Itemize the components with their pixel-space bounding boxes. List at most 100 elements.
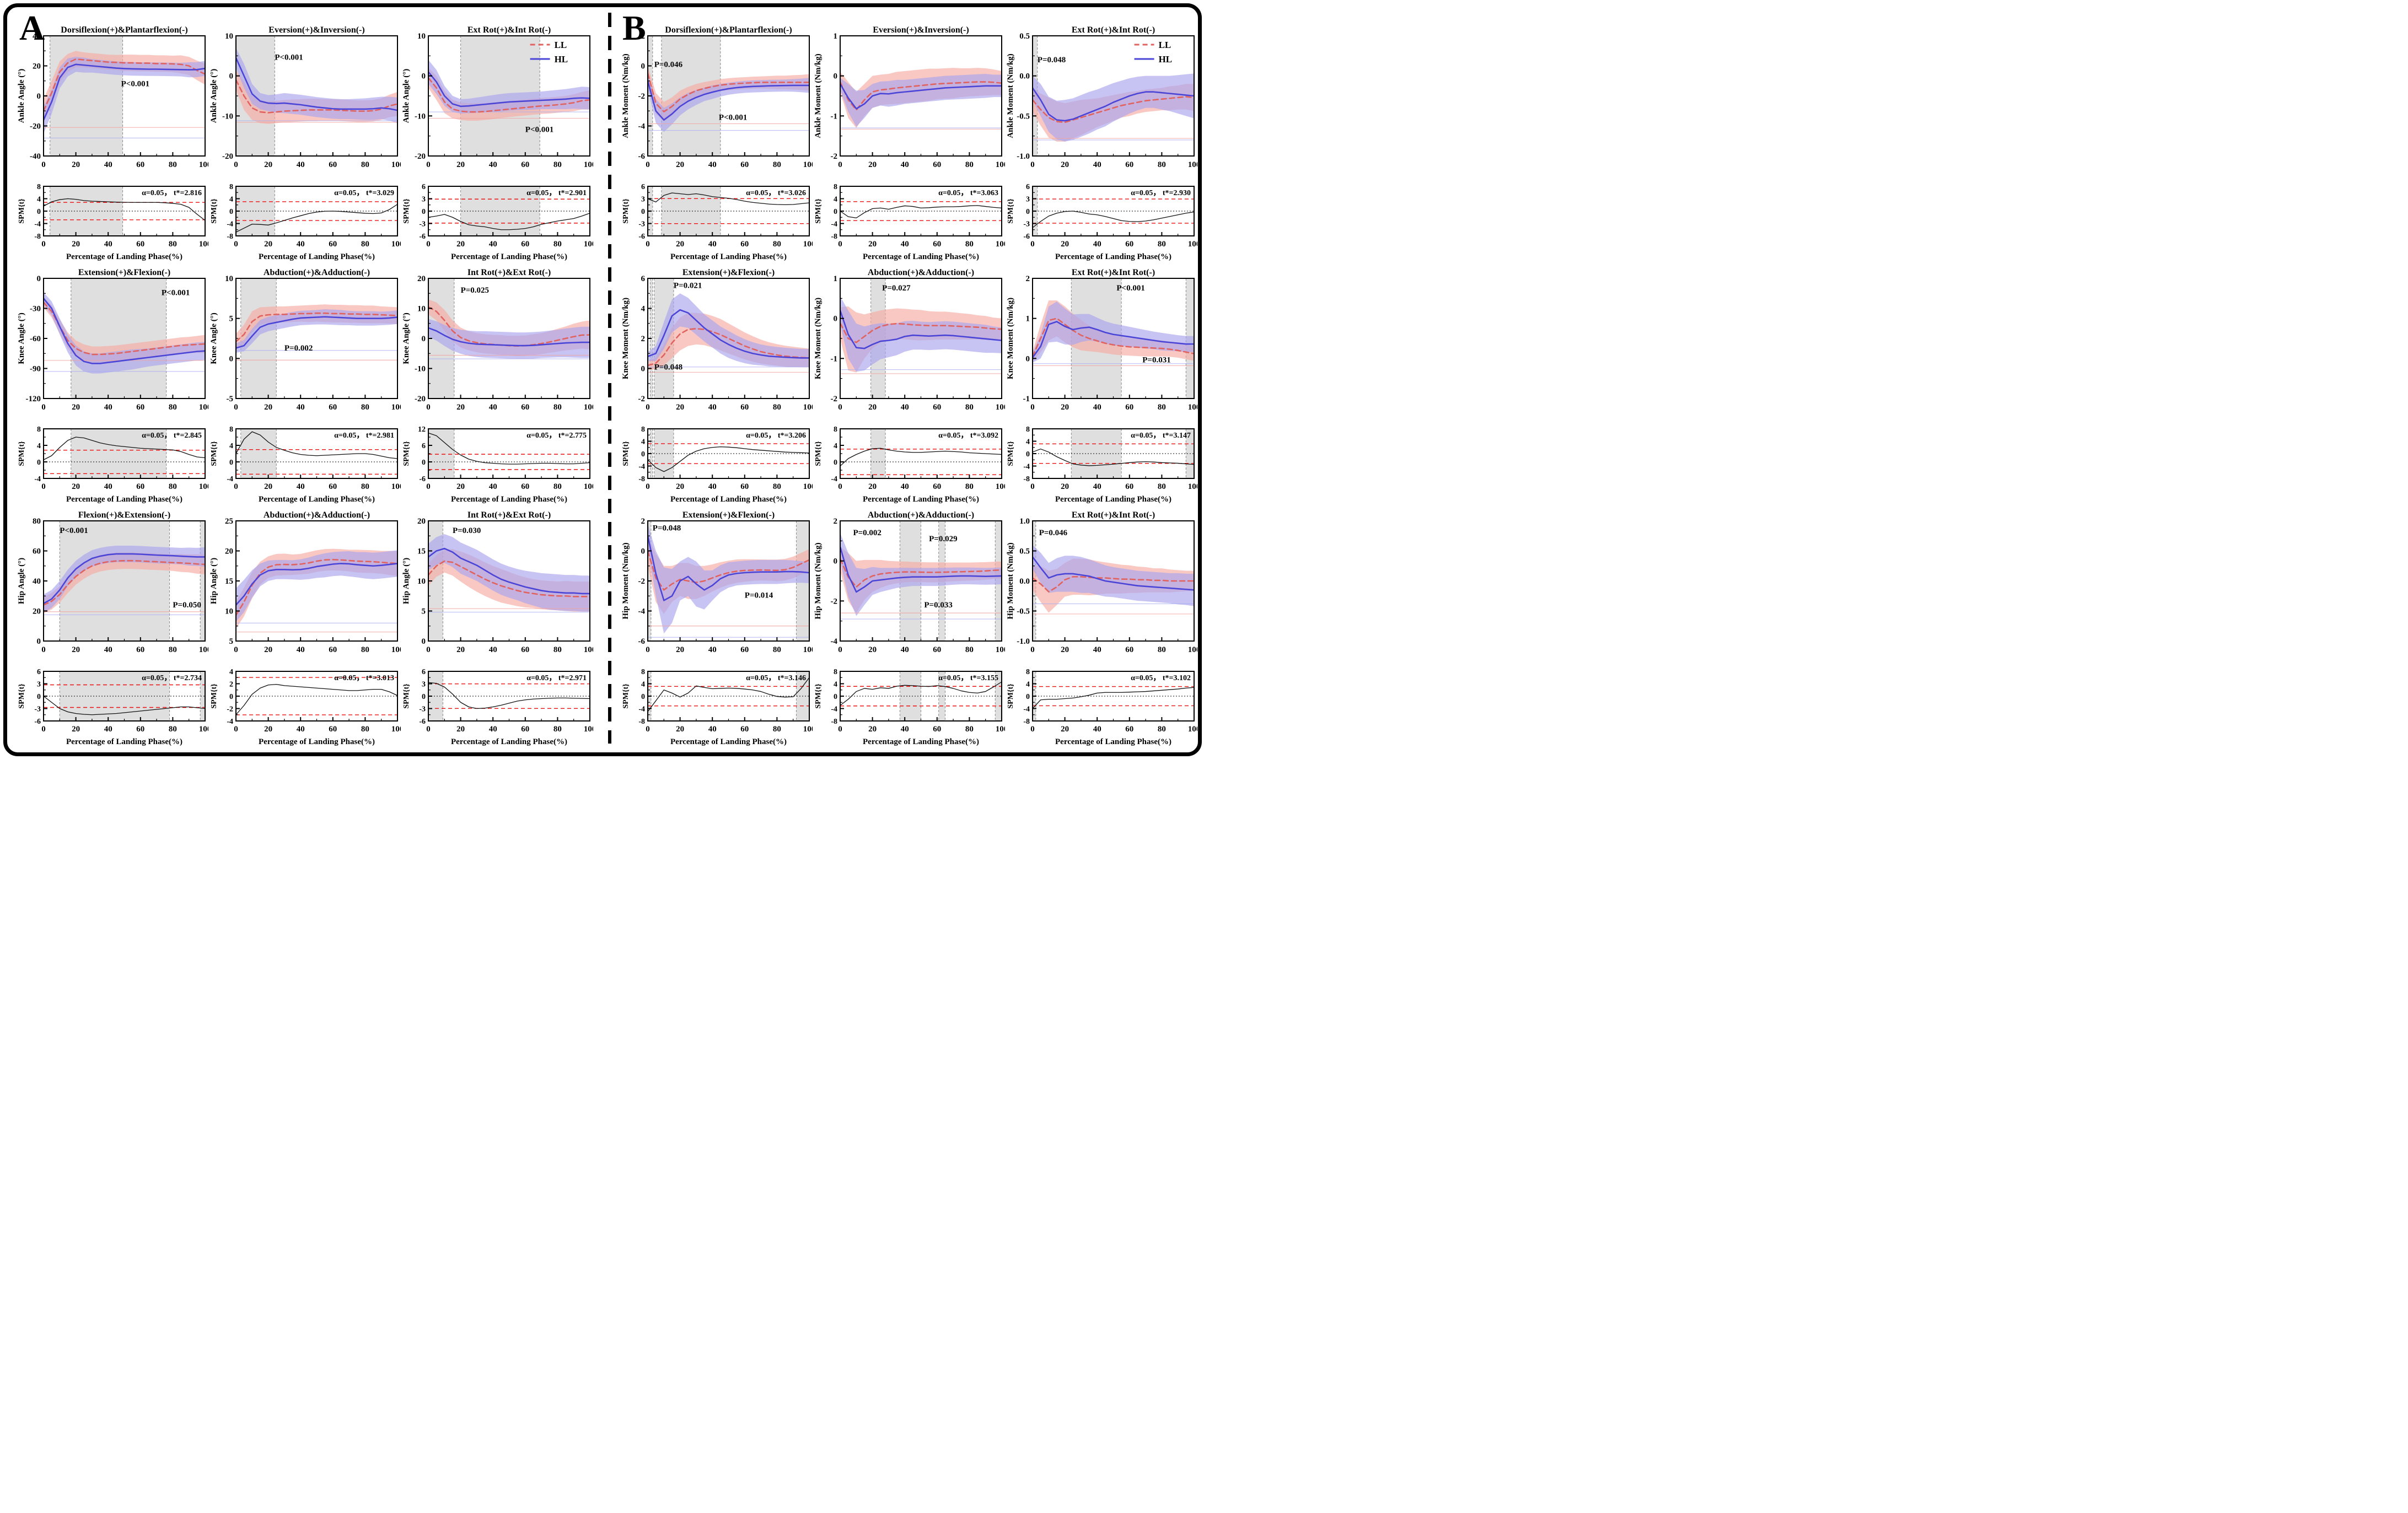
spm-y-axis-label: SPM{t} [622,198,630,224]
x-tick-label: 40 [708,403,717,412]
plot-title: Flexion(+)&Extension(-) [78,510,170,520]
y-tick-label: -20 [415,395,426,403]
x-tick-label: 60 [1125,240,1133,249]
main-chart: Abduction(+)&Adduction(-) Hip Moment (Nm/… [814,510,1008,654]
x-tick-label: 0 [41,240,46,249]
x-tick-label: 60 [933,160,941,169]
x-tick-label: 40 [708,482,717,491]
spm-y-axis-label: SPM{t} [402,683,411,709]
y-axis-label: Knee Moment (Nm/kg) [1006,298,1015,379]
x-tick-label: 60 [521,645,529,654]
significance-zone [240,429,277,478]
y-axis-label: Ankle Angle (°) [17,69,26,123]
x-axis-label: Percentage of Landing Phase(%) [670,737,787,746]
y-tick-label: -2 [638,577,646,586]
y-tick-label: 0 [641,450,645,459]
y-tick-label: -1 [831,354,838,363]
x-tick-label: 80 [169,240,177,249]
figure-frame: A B Dorsiflexion(+)&Plantarflexion(-) Ank… [3,3,1202,756]
x-tick-label: 100 [1188,645,1197,654]
alpha-threshold-label: α=0.05， t*=2.930 [1131,189,1191,197]
x-tick-label: 40 [104,645,112,654]
spm-y-axis-label: SPM{t} [18,683,26,709]
x-tick-label: 40 [901,482,909,491]
x-tick-label: 60 [933,645,941,654]
y-tick-label: 6 [641,184,645,191]
y-tick-label: -4 [227,220,233,229]
y-tick-label: -5 [227,395,234,403]
y-tick-label: 0 [834,459,837,467]
x-tick-label: 0 [646,645,650,654]
hl-curve [44,63,205,121]
y-tick-label: 8 [229,184,233,191]
plot-title: Ext Rot(+)&Int Rot(-) [1072,510,1155,520]
y-tick-label: 40 [33,32,41,41]
x-tick-label: 80 [169,482,177,491]
y-tick-label: 0 [1026,693,1030,701]
y-tick-label: 0 [834,208,837,216]
x-tick-label: 100 [996,482,1005,491]
x-tick-label: 20 [676,482,684,491]
x-tick-label: 40 [104,240,112,249]
spm-chart: SPM{t}α=0.05， t*=3.029020406080100840-4-… [210,183,404,261]
y-axis-label: Hip Angle (°) [209,558,218,604]
x-tick-label: 40 [1093,240,1101,249]
legend-ll-label: LL [555,40,567,50]
x-tick-label: 20 [676,403,684,412]
ll-curve [44,559,205,606]
x-tick-label: 40 [489,160,497,169]
main-chart: Ext Rot(+)&Int Rot(-) Ankle Angle (°) P<0.… [402,25,596,169]
x-tick-label: 100 [391,725,401,734]
spm-curve [43,437,206,460]
panel-divider [608,13,611,744]
alpha-threshold-label: α=0.05， t*=3.029 [334,189,394,197]
y-tick-label: 0 [37,693,41,701]
p-value-annotation: P<0.001 [719,114,747,122]
alpha-threshold-label: α=0.05， t*=3.147 [1131,432,1191,440]
y-axis-label: Ankle Moment (Nm/kg) [1006,53,1015,138]
x-tick-label: 0 [41,645,46,654]
x-tick-label: 100 [199,645,208,654]
x-tick-label: 100 [199,160,208,169]
p-value-annotation: P<0.001 [525,125,553,134]
x-tick-label: 60 [521,482,529,491]
y-tick-label: -8 [1023,475,1030,483]
x-tick-label: 100 [996,160,1005,169]
spm-curve [43,696,206,715]
plot-title: Abduction(+)&Adduction(-) [264,268,370,277]
x-tick-label: 100 [391,240,401,249]
y-tick-label: 8 [1026,427,1030,434]
series-group [648,66,809,132]
spm-chart: SPM{t}α=0.05， t*=3.155020406080100840-4-… [814,668,1008,746]
x-tick-label: 100 [996,240,1005,249]
hl-curve [236,316,397,349]
spm-chart: SPM{t} α=0.05， t*=2.930 0 20 40 60 80 100 6 3 0 -3 -… [1007,183,1198,261]
main-chart: Abduction(+)&Adduction(-) Knee Moment (Nm… [814,268,1008,412]
y-tick-label: -3 [34,706,41,714]
y-tick-label: 4 [229,442,233,450]
significance-zone [71,278,166,399]
x-tick-label: 40 [297,240,305,249]
plot-title: Eversion(+)&Inversion(-) [268,25,364,35]
y-tick-label: 6 [422,184,426,191]
x-tick-label: 60 [933,725,941,734]
series-group [44,545,205,615]
y-axis-label: Hip Angle (°) [17,558,26,604]
y-tick-label: 10 [417,32,426,41]
x-tick-label: 0 [838,160,842,169]
p-value-annotation: P=0.048 [1038,56,1066,64]
y-tick-label: -30 [30,305,41,314]
x-tick-label: 60 [521,725,529,734]
x-tick-label: 60 [329,160,337,169]
x-tick-label: 80 [773,160,781,169]
y-tick-label: -8 [831,233,837,241]
y-tick-label: 0 [422,637,426,646]
y-tick-label: 4 [641,438,645,446]
alpha-threshold-label: α=0.05， t*=2.845 [142,432,202,440]
panel-a-label: A [19,8,45,47]
p-value-annotation: P=0.050 [173,601,201,610]
x-tick-label: 60 [521,160,529,169]
hl-curve [44,553,205,605]
y-tick-label: -8 [638,475,645,483]
y-tick-label: 8 [641,427,645,434]
